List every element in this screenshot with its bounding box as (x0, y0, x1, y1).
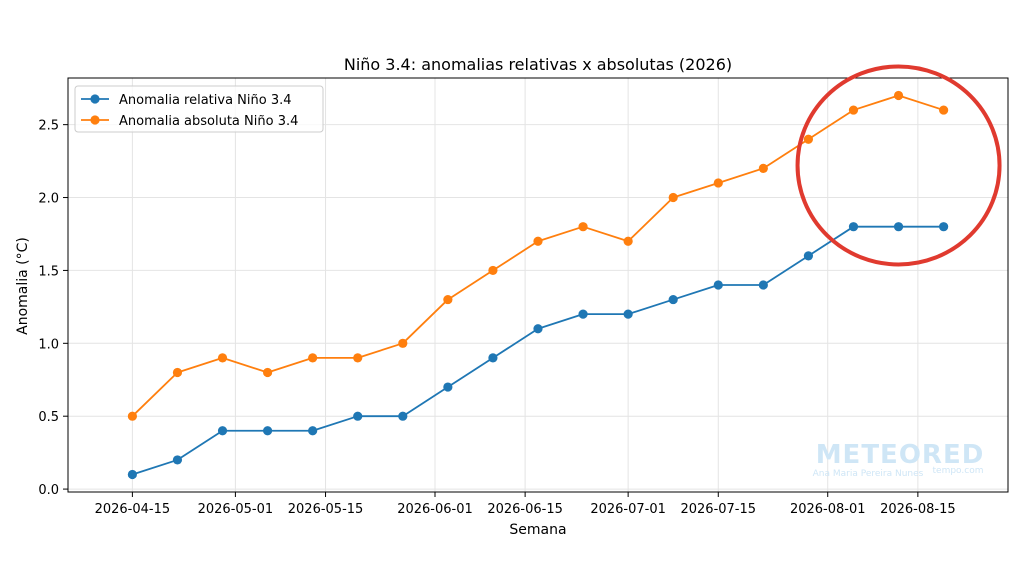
x-tick-label: 2026-06-01 (397, 502, 473, 517)
y-tick-label: 2.5 (38, 119, 59, 134)
meteored-watermark: METEORED Ana Maria Pereira Nunes tempo.c… (813, 440, 985, 479)
data-point (398, 338, 408, 348)
data-point (308, 353, 318, 363)
data-point (668, 294, 678, 305)
y-tick-label: 1.0 (38, 337, 59, 352)
data-point (172, 455, 183, 465)
data-point (533, 236, 543, 246)
highlight-circle (795, 64, 1002, 267)
x-tick-label: 2026-08-01 (790, 502, 866, 517)
annotation-layer (795, 64, 1002, 267)
data-point (893, 222, 904, 232)
chart-title: Niño 3.4: anomalias relativas x absoluta… (344, 55, 732, 74)
data-point (848, 105, 859, 115)
y-axis-label: Anomalia (°C) (15, 237, 31, 335)
data-point (623, 309, 633, 319)
data-point (623, 236, 633, 246)
series-line (132, 225, 944, 476)
legend-marker-swatch (90, 115, 100, 125)
x-tick-label: 2026-07-01 (590, 502, 666, 517)
data-point (533, 324, 543, 334)
data-point (668, 192, 678, 203)
legend-entry-label: Anomalia relativa Niño 3.4 (119, 93, 292, 108)
data-point (803, 134, 814, 144)
data-point (217, 353, 228, 363)
data-point (758, 280, 768, 290)
y-tick-label: 1.5 (38, 264, 59, 279)
series-2 (127, 90, 949, 421)
y-tick-label: 2.0 (38, 192, 59, 207)
data-point (803, 251, 814, 261)
data-point (488, 265, 498, 276)
legend-entry-label: Anomalia absoluta Niño 3.4 (119, 114, 298, 129)
data-point (578, 309, 588, 319)
data-point (172, 367, 183, 378)
data-point (398, 411, 408, 421)
data-point (353, 353, 363, 363)
data-point (939, 105, 949, 115)
x-tick-label: 2026-08-15 (880, 502, 956, 517)
data-point (758, 163, 768, 173)
data-point (127, 469, 137, 480)
grid-lines (68, 78, 1008, 492)
data-point (488, 353, 498, 363)
x-axis-ticks: 2026-04-15 2026-05-01 2026-05-15 2026-06-01… (95, 492, 956, 517)
x-tick-label: 2026-07-15 (680, 502, 756, 517)
data-point (353, 411, 363, 421)
data-point (443, 294, 453, 305)
watermark-brand: METEORED (816, 440, 985, 470)
legend: Anomalia relativa Niño 3.4 Anomalia absol… (74, 85, 324, 133)
legend-box (74, 85, 324, 133)
data-point (127, 411, 137, 421)
data-point (443, 382, 453, 392)
data-point (308, 426, 318, 436)
watermark-site: tempo.com (933, 466, 984, 476)
data-point (262, 367, 273, 378)
y-axis-ticks: 0.0 0.5 1.0 1.5 2.0 2.5 (38, 119, 68, 498)
legend-marker-swatch (90, 94, 100, 104)
x-tick-label: 2026-05-15 (288, 502, 364, 517)
x-axis-label: Semana (509, 522, 566, 538)
data-point (262, 426, 273, 436)
x-tick-label: 2026-05-01 (198, 502, 274, 517)
x-tick-label: 2026-04-15 (95, 502, 171, 517)
data-point (939, 222, 949, 232)
y-tick-label: 0.5 (38, 410, 59, 425)
data-point (713, 178, 723, 188)
x-tick-label: 2026-06-15 (487, 502, 563, 517)
series-1 (127, 222, 949, 480)
data-point (848, 222, 859, 232)
data-point (578, 222, 588, 232)
data-point (893, 90, 904, 101)
series-line (131, 94, 944, 417)
data-point (217, 426, 228, 436)
data-point (713, 280, 723, 290)
plot-frame (67, 77, 1009, 493)
series-layer (127, 90, 949, 480)
y-tick-label: 0.0 (38, 483, 59, 498)
watermark-author: Ana Maria Pereira Nunes (813, 469, 924, 479)
